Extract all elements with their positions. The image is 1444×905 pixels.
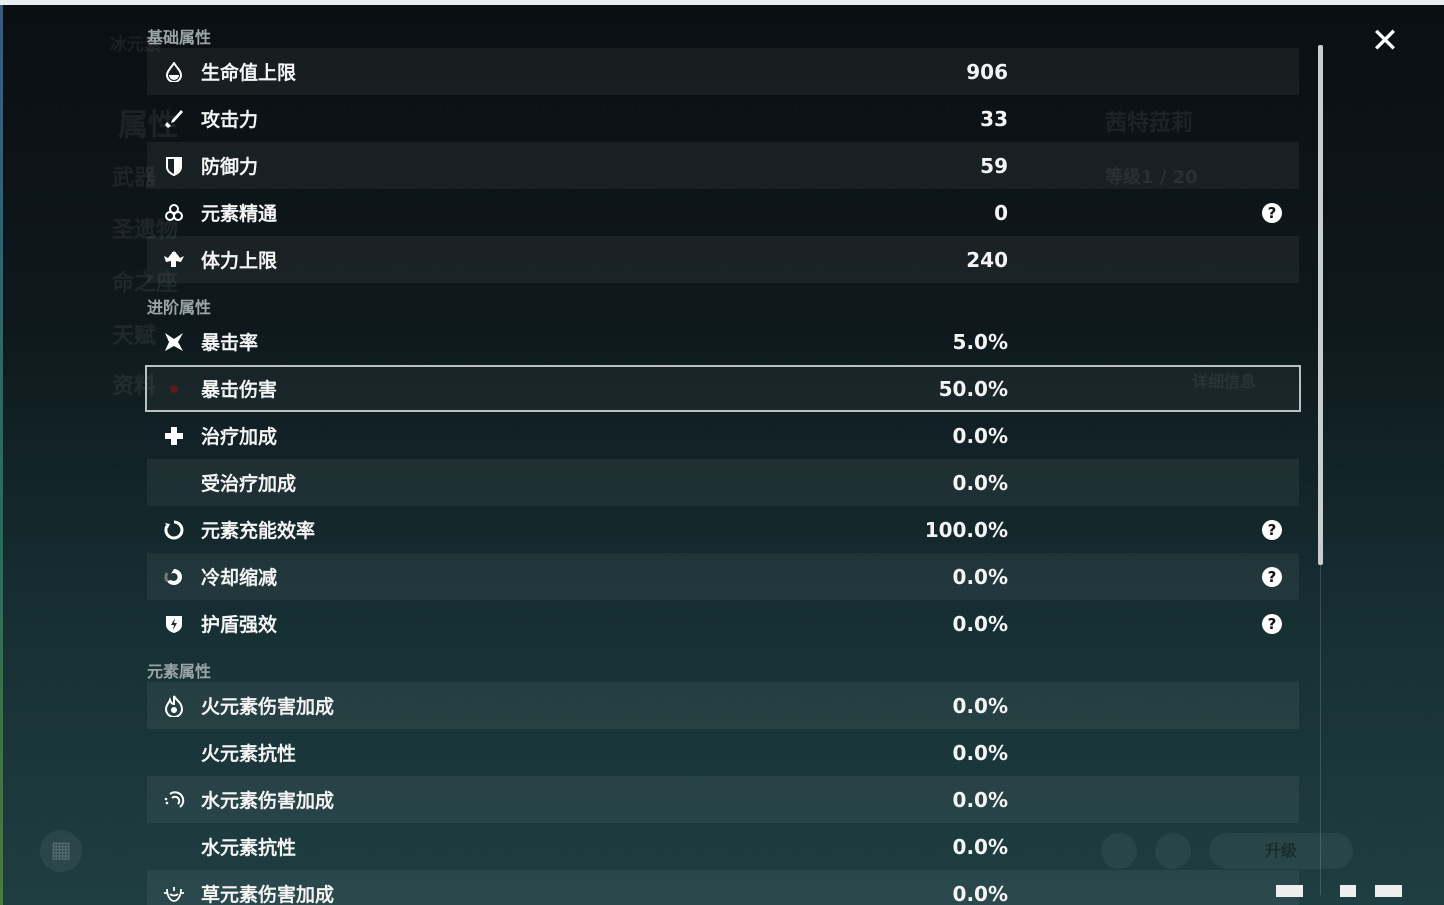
stat-label: 防御力 <box>201 156 259 178</box>
stat-label: 生命值上限 <box>201 62 297 84</box>
stat-label: 攻击力 <box>201 109 259 131</box>
stat-value: 0.0% <box>952 834 1008 859</box>
bg-outfit-button <box>1155 833 1191 869</box>
indicator <box>1375 885 1402 897</box>
stat-label: 草元素伤害加成 <box>201 884 335 905</box>
stat-row[interactable]: 治疗加成 0.0% <box>147 412 1299 459</box>
section-title: 进阶属性 <box>147 298 212 317</box>
bg-tab-4: 天赋 <box>112 324 157 349</box>
section-title: 基础属性 <box>147 28 212 47</box>
bg-tab-2: 圣遗物 <box>112 218 179 243</box>
dendro-icon <box>163 883 185 905</box>
shield-strength-icon <box>163 613 185 635</box>
stat-label: 元素充能效率 <box>201 520 316 542</box>
stat-row[interactable]: 水元素伤害加成 0.0% <box>147 776 1299 823</box>
grid-icon: ▦ <box>50 838 72 863</box>
stat-value: 0 <box>994 200 1008 225</box>
bg-tab-1: 武器 <box>112 166 157 191</box>
stat-label: 受治疗加成 <box>201 473 297 495</box>
close-icon: ✕ <box>1370 21 1400 61</box>
stat-row[interactable]: 防御力 59 <box>147 142 1299 189</box>
hp-drop-icon <box>163 61 185 83</box>
scrollbar-track[interactable] <box>1320 565 1321 895</box>
stat-value: 240 <box>966 247 1008 272</box>
stat-row[interactable]: 暴击率 5.0% <box>147 318 1299 365</box>
stat-value: 0.0% <box>952 611 1008 636</box>
stat-row[interactable]: 火元素抗性 0.0% <box>147 729 1299 776</box>
scrollbar-thumb[interactable] <box>1318 45 1323 565</box>
help-icon[interactable]: ? <box>1262 202 1282 223</box>
bg-char-name: 茜特菈莉 <box>1105 111 1194 136</box>
stat-value: 906 <box>966 59 1008 84</box>
stat-row[interactable]: 暴击伤害 50.0% <box>145 365 1301 412</box>
stat-row[interactable]: 体力上限 240 <box>147 236 1299 283</box>
hydro-icon <box>163 789 185 811</box>
stat-value: 5.0% <box>952 329 1008 354</box>
stat-value: 50.0% <box>938 376 1008 401</box>
menu-grid-button[interactable]: ▦ <box>40 830 82 872</box>
indicator <box>1276 885 1303 897</box>
shield-icon <box>163 155 185 177</box>
stat-row[interactable]: 元素充能效率 100.0%? <box>147 506 1299 553</box>
pyro-icon <box>163 694 185 717</box>
stat-value: 0.0% <box>952 470 1008 495</box>
stat-label: 暴击伤害 <box>201 379 278 401</box>
stat-row[interactable]: 草元素伤害加成 0.0% <box>147 870 1299 905</box>
stat-value: 0.0% <box>952 693 1008 718</box>
stat-row[interactable]: 元素精通 0? <box>147 189 1299 236</box>
left-strip <box>0 5 3 905</box>
bg-tab-3: 命之座 <box>112 271 179 296</box>
stamina-icon <box>163 249 185 271</box>
section-title: 元素属性 <box>147 662 212 681</box>
help-icon[interactable]: ? <box>1262 566 1282 587</box>
help-icon[interactable]: ? <box>1262 519 1282 540</box>
bg-upgrade-button: 升级 <box>1209 833 1353 869</box>
stat-value: 0.0% <box>952 564 1008 589</box>
stat-value: 0.0% <box>952 787 1008 812</box>
stat-label: 水元素抗性 <box>201 837 297 859</box>
stat-row[interactable]: 冷却缩减 0.0%? <box>147 553 1299 600</box>
indicator <box>1340 885 1356 897</box>
stat-label: 冷却缩减 <box>201 567 278 589</box>
stat-label: 护盾强效 <box>201 614 278 636</box>
stat-value: 0.0% <box>952 740 1008 765</box>
bg-level: 等级1 / 20 <box>1105 167 1198 188</box>
cooldown-icon <box>163 566 185 588</box>
crit-dmg-icon <box>163 378 185 400</box>
stat-row[interactable]: 水元素抗性 0.0% <box>147 823 1299 870</box>
stat-value: 0.0% <box>952 423 1008 448</box>
stat-label: 火元素伤害加成 <box>201 696 335 718</box>
help-icon[interactable]: ? <box>1262 613 1282 634</box>
stat-value: 59 <box>980 153 1008 178</box>
stat-row[interactable]: 攻击力 33 <box>147 95 1299 142</box>
stat-value: 100.0% <box>924 517 1008 542</box>
bg-details-button: 详细信息 <box>1192 372 1257 391</box>
stat-value: 0.0% <box>952 881 1008 905</box>
stat-label: 水元素伤害加成 <box>201 790 335 812</box>
stat-label: 体力上限 <box>201 250 278 272</box>
close-button[interactable]: ✕ <box>1368 24 1402 58</box>
stat-label: 治疗加成 <box>201 426 278 448</box>
stat-row[interactable]: 护盾强效 0.0%? <box>147 600 1299 647</box>
bg-profile-button <box>1101 833 1137 869</box>
stat-value: 33 <box>980 106 1008 131</box>
stat-label: 元素精通 <box>201 203 278 225</box>
stat-row[interactable]: 生命值上限 906 <box>147 48 1299 95</box>
bg-element-title: 冰元素 <box>110 35 161 55</box>
stat-row[interactable]: 受治疗加成 0.0% <box>147 459 1299 506</box>
stat-label: 火元素抗性 <box>201 743 297 765</box>
bg-tab-5: 资料 <box>112 374 157 399</box>
sword-icon <box>163 108 185 130</box>
stat-row[interactable]: 火元素伤害加成 0.0% <box>147 682 1299 729</box>
crit-rate-icon <box>163 331 185 353</box>
elemental-mastery-icon <box>163 202 185 224</box>
healing-cross-icon <box>163 425 185 447</box>
stat-label: 暴击率 <box>201 332 259 354</box>
top-strip <box>0 0 1444 5</box>
energy-recharge-icon <box>163 519 185 541</box>
